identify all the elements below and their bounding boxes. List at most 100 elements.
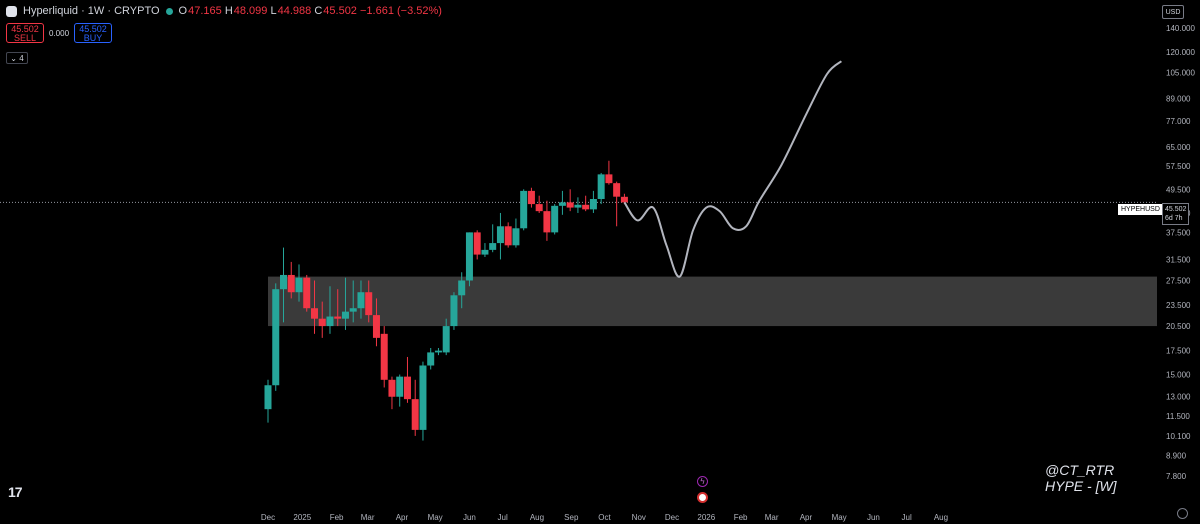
candle-body — [551, 205, 559, 233]
candle-body — [458, 280, 466, 296]
price-tick-label: 65.000 — [1166, 143, 1191, 152]
sell-button[interactable]: 45.502 SELL — [6, 23, 44, 43]
candle-body — [520, 190, 528, 229]
indicators-toggle[interactable]: ⌄ 4 — [6, 52, 28, 64]
candle-body — [465, 232, 473, 281]
candle — [380, 326, 388, 388]
change-value: −1.661 (−3.52%) — [360, 5, 442, 17]
time-tick-label: Apr — [800, 513, 813, 522]
candle-body — [442, 326, 450, 353]
buy-label: BUY — [83, 33, 103, 43]
candle — [481, 243, 489, 257]
symbol-price-tag: HYPEHUSD — [1118, 204, 1163, 215]
candle — [582, 195, 590, 212]
candle-body — [535, 204, 543, 212]
time-tick-label: Sep — [564, 513, 579, 522]
price-tick-label: 37.500 — [1166, 228, 1191, 237]
tradingview-logo-icon: 17 — [8, 484, 23, 500]
candle — [318, 301, 326, 338]
candle — [473, 230, 481, 260]
time-tick-label: May — [832, 513, 847, 522]
candle — [496, 212, 504, 260]
candle-body — [388, 379, 396, 397]
time-tick-label: 2026 — [697, 513, 715, 522]
candle-body — [496, 226, 504, 244]
candle — [551, 204, 559, 235]
candle — [465, 232, 473, 287]
candle-body — [613, 183, 621, 197]
candle-body — [597, 174, 605, 200]
candle — [365, 280, 373, 323]
time-tick-label: Aug — [530, 513, 544, 522]
candle — [334, 289, 342, 327]
candle-body — [427, 352, 435, 366]
spread-value: 0.000 — [49, 28, 70, 38]
close-value: 45.502 — [323, 5, 357, 17]
price-tick-label: 120.000 — [1166, 48, 1195, 57]
candle — [574, 197, 582, 213]
candle — [589, 190, 597, 213]
open-value: 47.165 — [188, 5, 222, 17]
candle — [403, 356, 411, 403]
time-tick-label: Mar — [361, 513, 375, 522]
candle-body — [396, 376, 404, 397]
candle — [527, 187, 535, 208]
candle — [597, 172, 605, 205]
candle-body — [527, 190, 535, 205]
candle-body — [411, 399, 419, 430]
buy-price: 45.502 — [79, 24, 107, 34]
low-label: L — [270, 5, 277, 17]
watermark: @CT_RTR HYPE - [W] — [1045, 462, 1117, 494]
candle — [605, 160, 613, 185]
candle — [295, 264, 303, 302]
candle-body — [481, 249, 489, 255]
trade-buttons: 45.502 SELL 0.000 45.502 BUY — [6, 23, 113, 43]
candle-body — [589, 199, 597, 210]
candle — [357, 280, 365, 319]
candle — [310, 280, 318, 334]
close-label: C — [314, 5, 323, 17]
candle — [264, 379, 272, 423]
price-tick-label: 7.800 — [1166, 472, 1187, 481]
candle — [450, 292, 458, 330]
candle-body — [473, 232, 481, 255]
symbol-title[interactable]: Hyperliquid · 1W · CRYPTO — [23, 5, 160, 17]
time-tick-label: May — [428, 513, 443, 522]
time-tick-label: Jun — [867, 513, 880, 522]
price-tick-label: 23.500 — [1166, 301, 1191, 310]
price-axis: 140.000 120.000 105.000 89.000 77.000 65.000 5… — [1166, 24, 1195, 481]
candle — [303, 274, 311, 312]
price-tick-label: 13.000 — [1166, 393, 1191, 402]
candle-body — [582, 204, 590, 210]
currency-button[interactable]: USD — [1162, 5, 1184, 19]
price-tick-label: 49.500 — [1166, 185, 1191, 194]
candle-body — [543, 211, 551, 233]
support-zone — [268, 276, 1157, 327]
us-flag-event-icon[interactable] — [697, 492, 708, 503]
candle-body — [279, 274, 287, 290]
candle — [442, 318, 450, 356]
time-tick-label: 2025 — [293, 513, 311, 522]
time-tick-label: Jul — [498, 513, 508, 522]
buy-button[interactable]: 45.502 BUY — [74, 23, 113, 43]
price-tick-label: 77.000 — [1166, 117, 1191, 126]
low-value: 44.988 — [277, 5, 312, 17]
time-tick-label: Oct — [598, 513, 611, 522]
last-price-value: 45.502 — [1165, 206, 1187, 213]
lightning-event-icon[interactable]: ϟ — [697, 476, 708, 487]
candle — [520, 189, 528, 231]
high-label: H — [224, 5, 233, 17]
time-tick-label: Feb — [330, 513, 344, 522]
candle-body — [341, 311, 349, 319]
candle-body — [605, 174, 613, 184]
candle — [411, 379, 419, 436]
price-tick-label: 17.500 — [1166, 347, 1191, 356]
price-tick-label: 15.000 — [1166, 371, 1191, 380]
candle-body — [326, 316, 334, 327]
market-status-icon — [165, 7, 173, 15]
settings-gear-icon[interactable] — [1177, 508, 1188, 519]
candle-body — [403, 376, 411, 400]
sell-label: SELL — [13, 33, 37, 43]
open-label: O — [178, 5, 188, 17]
